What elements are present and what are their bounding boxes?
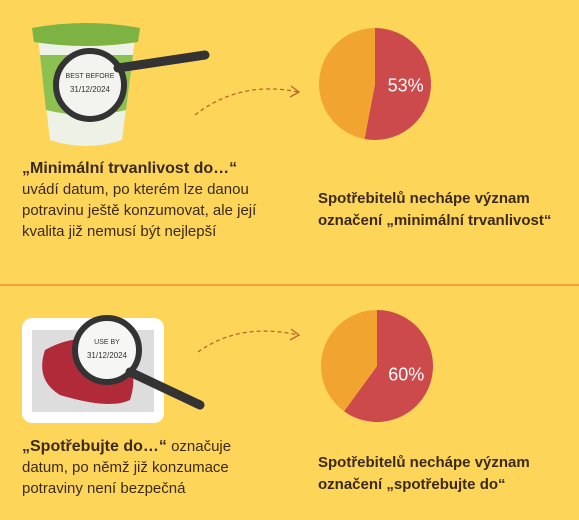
date-text: 31/12/2024	[87, 351, 128, 360]
pie-slice	[364, 28, 431, 140]
description: „Spotřebujte do…“ označuje datum, po něm…	[22, 436, 267, 499]
section-text: označuje datum, po němž již konzumace po…	[22, 438, 232, 497]
pie-slice	[344, 310, 433, 423]
description: „Minimální trvanlivost do…“ uvádí datum,…	[22, 158, 292, 242]
yogurt-illustration: BEST BEFORE 31/12/2024	[32, 23, 210, 146]
value-label: 60%	[388, 364, 424, 384]
date-text: 31/12/2024	[70, 85, 111, 94]
arrow	[197, 330, 299, 353]
pie-slice	[319, 28, 375, 140]
label-text: USE BY	[94, 339, 120, 346]
pie-caption: Spotřebitelů nechápe význam označení „sp…	[318, 454, 530, 493]
value-label: 53%	[388, 76, 424, 96]
section-text: uvádí datum, po kterém lze danou potravi…	[22, 181, 257, 240]
arrow	[194, 88, 299, 116]
section-title: „Spotřebujte do…“	[22, 438, 167, 455]
arrow-head	[289, 328, 301, 341]
steak-illustration: USE BY 31/12/2024	[22, 315, 205, 423]
arrow-head	[289, 85, 301, 98]
pie-slice	[321, 310, 377, 412]
label-text: BEST BEFORE	[66, 73, 115, 80]
pie-caption: Spotřebitelů nechápe význam označení „mi…	[318, 190, 552, 229]
section-title: „Minimální trvanlivost do…“	[22, 160, 238, 177]
